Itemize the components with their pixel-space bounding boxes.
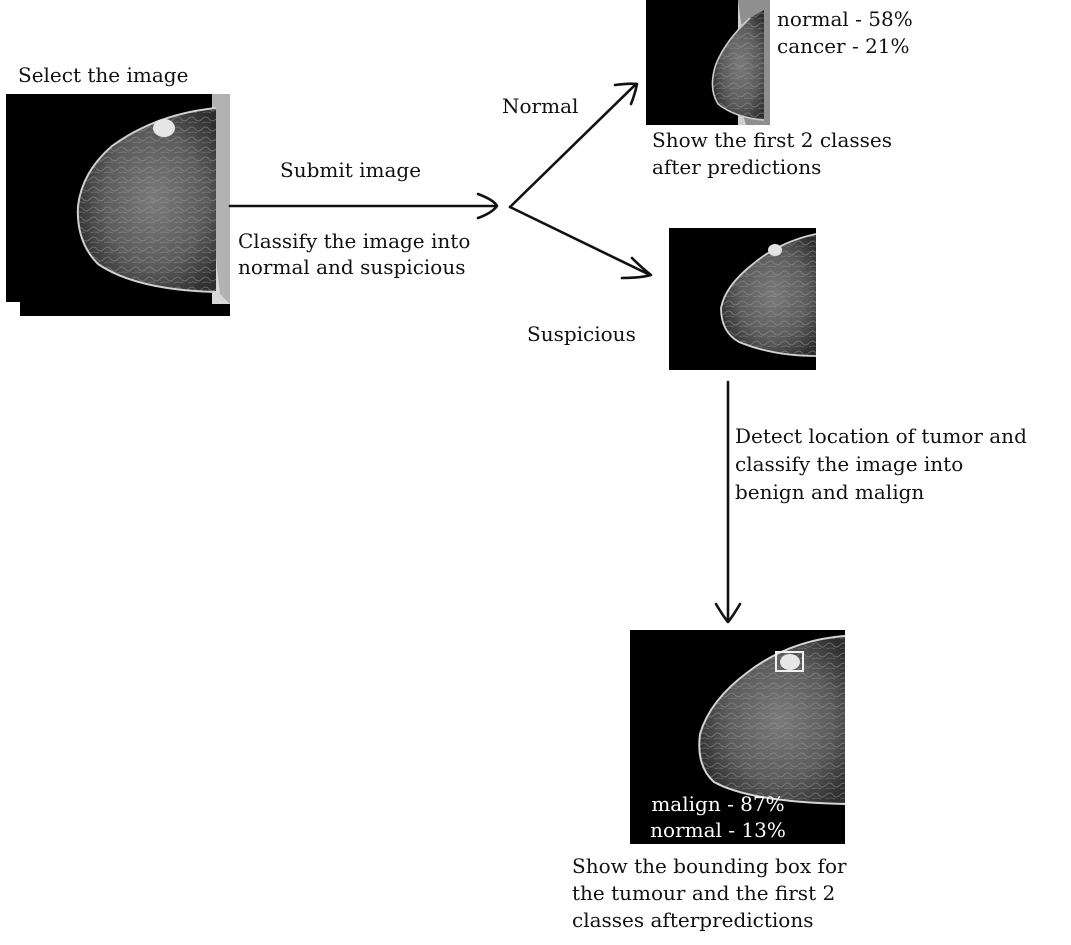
normal-prediction-line2: cancer - 21% xyxy=(777,34,910,58)
bounding-box xyxy=(775,651,804,672)
normal-mammogram-image xyxy=(646,0,770,125)
normal-arrow-head-icon xyxy=(613,82,639,106)
result-caption-line1: Show the bounding box for xyxy=(572,854,847,878)
detect-arrow-head-icon xyxy=(714,602,742,624)
submit-arrow-head-icon xyxy=(476,192,499,220)
detect-step-line1: Detect location of tumor and xyxy=(735,424,1027,448)
classify-description-line2: normal and suspicious xyxy=(238,255,466,279)
detect-step-line2: classify the image into xyxy=(735,452,964,476)
normal-arrow-icon xyxy=(508,82,638,209)
result-caption-line2: the tumour and the first 2 xyxy=(572,881,836,905)
suspicious-mammogram-image xyxy=(669,228,816,370)
result-caption-line3: classes afterpredictions xyxy=(572,908,814,932)
result-prediction-line2: normal - 13% xyxy=(650,818,786,842)
result-prediction-line1: malign - 87% xyxy=(651,792,785,816)
input-label: Select the image xyxy=(18,63,189,87)
normal-branch-label: Normal xyxy=(502,94,579,118)
suspicious-arrow-icon xyxy=(508,205,652,277)
submit-label[interactable]: Submit image xyxy=(280,158,422,182)
suspicious-arrow-head-icon xyxy=(620,256,653,280)
normal-caption-line1: Show the first 2 classes xyxy=(652,128,892,152)
result-mammogram-image xyxy=(630,630,845,844)
suspicious-branch-label: Suspicious xyxy=(527,322,636,346)
classify-description-line1: Classify the image into xyxy=(238,229,471,253)
detect-step-line3: benign and malign xyxy=(735,480,925,504)
normal-prediction-line1: normal - 58% xyxy=(777,7,913,31)
normal-caption-line2: after predictions xyxy=(652,155,822,179)
input-mammogram-image[interactable] xyxy=(6,94,230,316)
